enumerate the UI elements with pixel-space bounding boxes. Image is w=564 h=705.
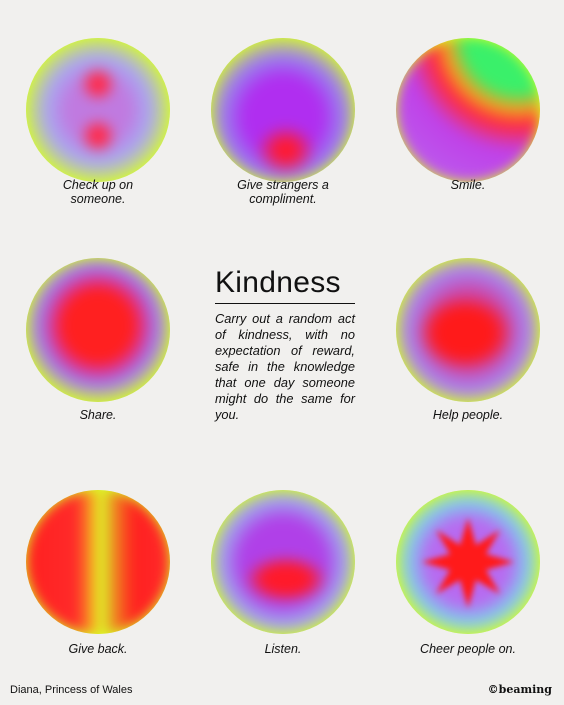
caption: Listen.	[264, 642, 302, 656]
caption: Help people.	[432, 408, 504, 422]
orb	[211, 38, 355, 182]
quote: Carry out a random act of kindness, with…	[215, 311, 355, 422]
orb	[396, 490, 540, 634]
caption: Cheer people on.	[420, 642, 516, 656]
caption: Give strangers a compliment.	[237, 178, 329, 206]
attribution: Diana, Princess of Wales	[10, 684, 133, 696]
orb	[396, 38, 540, 182]
caption: Smile.	[450, 178, 486, 192]
star	[422, 518, 514, 608]
caption: Check up on someone.	[62, 178, 134, 206]
brand: ©beaming	[487, 683, 552, 696]
title: Kindness	[215, 266, 355, 304]
orb	[26, 490, 170, 634]
orb	[211, 490, 355, 634]
orb	[26, 38, 170, 182]
caption: Share.	[79, 408, 117, 422]
orb	[396, 258, 540, 402]
caption: Give back.	[68, 642, 128, 656]
orb	[26, 258, 170, 402]
